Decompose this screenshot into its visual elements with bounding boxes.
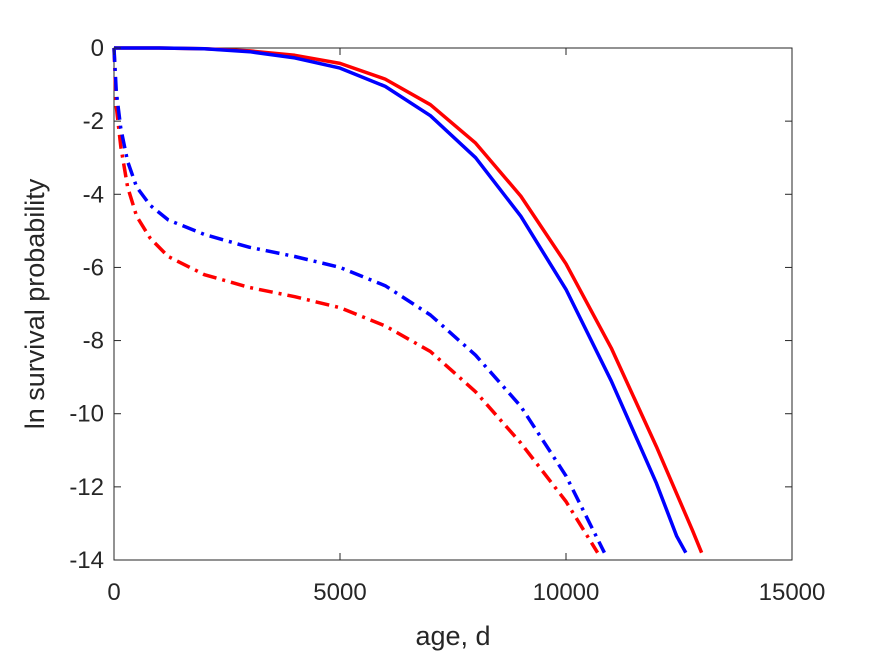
y-axis-label: ln survival probability — [20, 178, 50, 429]
y-tick-label: -8 — [83, 328, 104, 355]
y-tick-label: -10 — [69, 401, 104, 428]
plot-area — [113, 47, 793, 561]
series-line-3 — [112, 47, 600, 554]
y-axis: 0 -2 -4 -6 -8 -10 -12 -14 — [69, 35, 792, 574]
x-axis: 0 5000 10000 15000 — [107, 48, 825, 606]
y-tick-label: -6 — [83, 254, 104, 281]
series-line-2 — [114, 46, 688, 554]
y-tick-label: -2 — [83, 108, 104, 135]
x-tick-label: 10000 — [533, 579, 600, 606]
x-axis-label: age, d — [415, 621, 490, 651]
series-layer — [112, 46, 704, 554]
y-tick-label: -4 — [83, 181, 104, 208]
x-tick-label: 0 — [107, 579, 120, 606]
y-tick-label: 0 — [91, 35, 104, 62]
y-tick-label: -14 — [69, 547, 104, 574]
y-tick-label: -12 — [69, 474, 104, 501]
series-line-4 — [112, 47, 606, 554]
x-tick-label: 15000 — [759, 579, 826, 606]
x-tick-label: 5000 — [313, 579, 366, 606]
